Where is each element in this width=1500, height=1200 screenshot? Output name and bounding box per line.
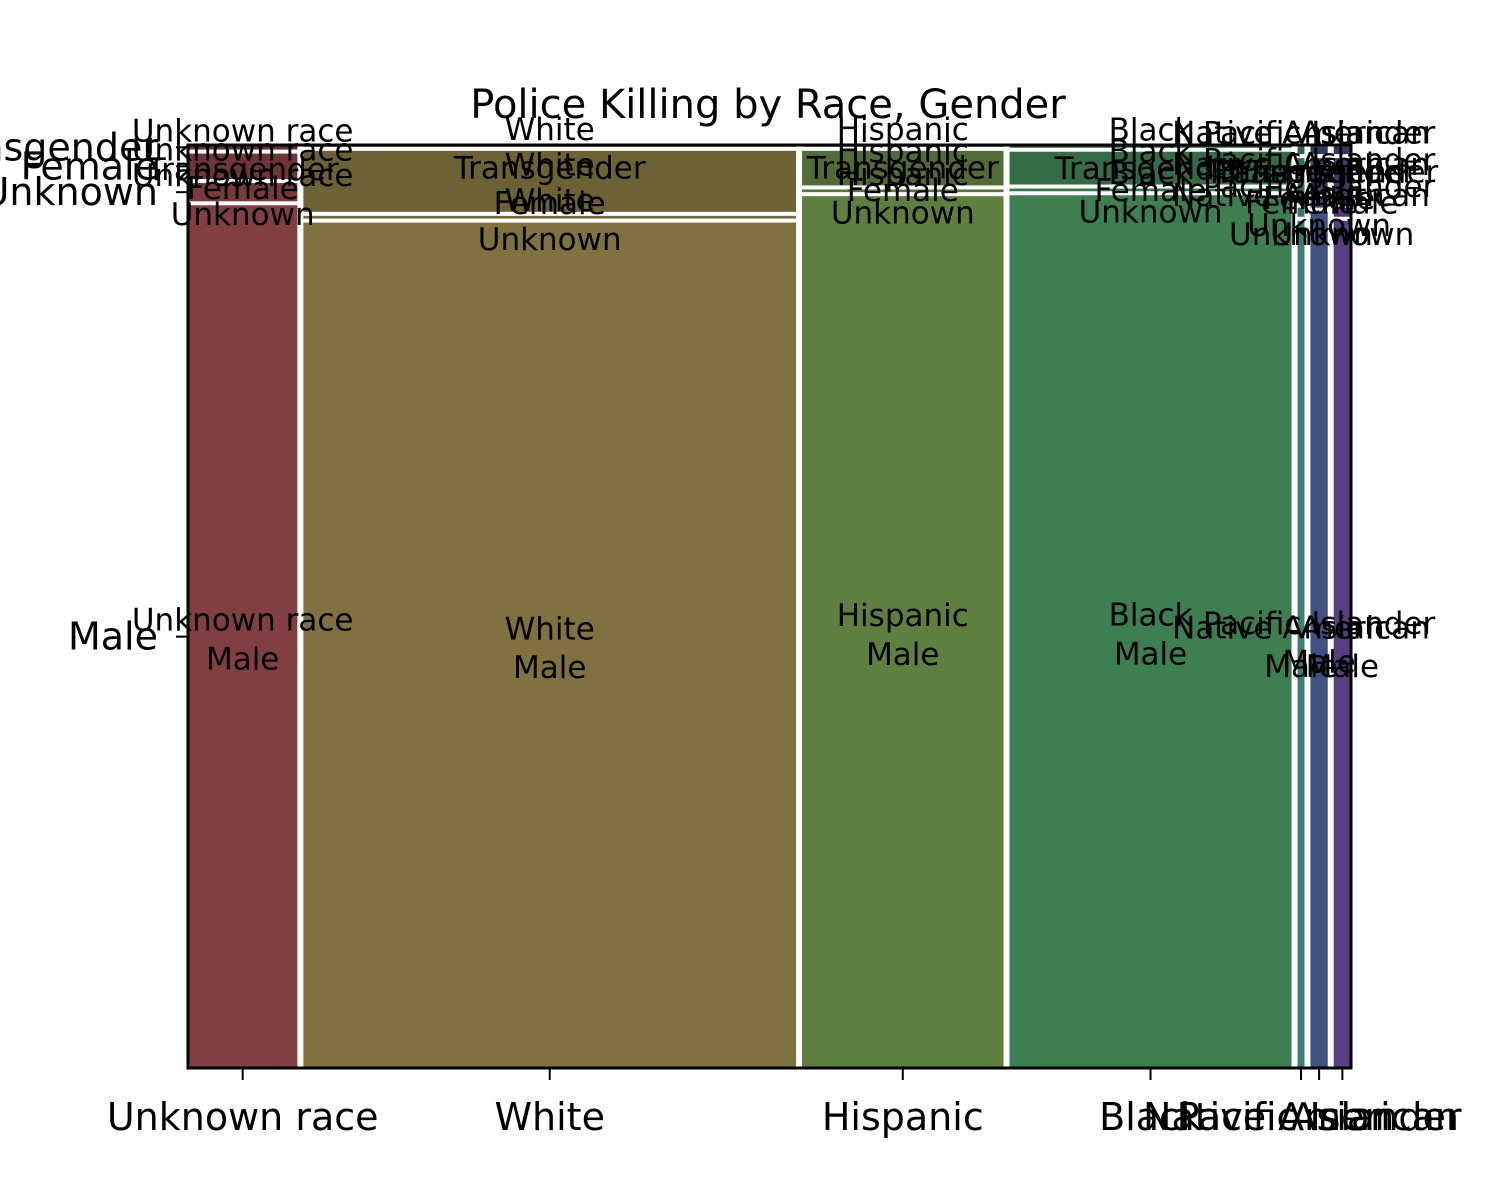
mosaic-cell-native-american-unknown	[1297, 207, 1305, 217]
cell-label-pacific-islander-unknown: Pacific Islander Unknown	[1203, 169, 1436, 244]
cell-label-native-american-male: Native American Male	[1172, 610, 1430, 685]
mosaic-cell-native-american-female	[1297, 158, 1305, 204]
y-tick-label-3: Transgender	[0, 125, 158, 169]
cell-label-unknown-race-male: Unknown race Male	[132, 603, 354, 678]
y-tick-label-1: Unknown	[0, 170, 158, 214]
mosaic-cell-asian-female	[1333, 158, 1351, 204]
cell-label-black-transgender: Black Transgender	[1054, 112, 1247, 187]
mosaic-cell-asian-transgender	[1333, 145, 1351, 155]
cell-label-white-female: White Female	[494, 147, 606, 222]
cell-label-asian-male: Asian Male	[1300, 610, 1385, 685]
plot-frame	[186, 143, 1353, 1070]
mosaic-cell-white-female	[303, 150, 797, 212]
cell-label-hispanic-female: Hispanic Female	[837, 134, 969, 209]
cell-label-black-male: Black Male	[1109, 598, 1193, 673]
mosaic-cell-white-unknown	[303, 215, 797, 219]
cell-label-black-unknown: Black Unknown	[1079, 156, 1223, 231]
mosaic-cell-asian-male	[1333, 220, 1351, 1068]
mosaic-cell-white-male	[303, 222, 797, 1069]
mosaic-cell-asian-unknown	[1333, 207, 1351, 217]
cell-label-unknown-race-transgender: Unknown race Transgender	[132, 113, 354, 188]
cell-label-white-unknown: White Unknown	[478, 183, 622, 258]
y-tick-label-0: Male	[68, 615, 158, 659]
mosaic-cell-unknown-race-female	[188, 153, 298, 180]
x-tick-label-3: Black	[1099, 1095, 1202, 1139]
mosaic-cell-labels: Unknown race Male Unknown race UnknownUnkno…	[132, 112, 1439, 686]
mosaic-cell-native-american-male	[1297, 220, 1305, 1068]
cell-label-asian-transgender: Asian Transgender	[1245, 116, 1438, 191]
cell-label-native-american-unknown: Native American Unknown	[1172, 178, 1430, 253]
mosaic-cell-pacific-islander-unknown	[1310, 198, 1328, 208]
mosaic-cell-unknown-race-male	[188, 205, 298, 1068]
cell-label-pacific-islander-male: Pacific Islander Male	[1203, 606, 1436, 681]
x-tick-label-4: Native American	[1143, 1095, 1459, 1139]
cell-label-black-female: Black Female	[1094, 134, 1206, 209]
x-tick-label-6: Asian	[1291, 1095, 1395, 1139]
mosaic-cell-unknown-race-unknown	[188, 183, 298, 202]
mosaic-cell-hispanic-unknown	[802, 189, 1004, 193]
cell-label-asian-female: Asian Female	[1286, 147, 1398, 222]
cell-label-white-transgender: White Transgender	[453, 112, 646, 187]
y-tick-label-2: Female	[21, 144, 158, 188]
x-tick-label-5: Pacific Islander	[1177, 1095, 1462, 1139]
mosaic-cell-black-female	[1009, 151, 1292, 185]
mosaic-cell-pacific-islander-transgender	[1310, 145, 1328, 155]
cell-label-hispanic-male: Hispanic Male	[837, 598, 969, 673]
y-axis: Male UnknownFemaleTransgender	[0, 125, 188, 659]
mosaic-cell-unknown-race-transgender	[188, 145, 298, 150]
cell-label-hispanic-unknown: Hispanic Unknown	[831, 157, 975, 232]
x-tick-label-1: White	[494, 1095, 605, 1139]
cell-label-pacific-islander-female: Pacific Islander Female	[1203, 142, 1436, 217]
cell-label-unknown-race-unknown: Unknown race Unknown	[132, 158, 354, 233]
cell-label-native-american-female: Native American Female	[1172, 147, 1430, 222]
chart-title: Police Killing by Race, Gender	[470, 82, 1066, 128]
mosaic-cell-hispanic-male	[802, 196, 1004, 1069]
cell-label-unknown-race-female: Unknown race Female	[132, 132, 354, 207]
x-tick-label-0: Unknown race	[107, 1095, 379, 1139]
cell-label-white-male: White Male	[505, 611, 595, 686]
cell-label-asian-unknown: Asian Unknown	[1270, 178, 1414, 253]
cell-label-hispanic-transgender: Hispanic Transgender	[806, 112, 999, 187]
mosaic-cell-black-male	[1009, 195, 1292, 1068]
mosaic-cell-hispanic-female	[802, 150, 1004, 186]
mosaic-cell-pacific-islander-male	[1310, 211, 1328, 1068]
mosaic-cells	[188, 145, 1351, 1069]
mosaic-cell-pacific-islander-female	[1310, 158, 1328, 195]
x-tick-label-2: Hispanic	[822, 1095, 984, 1139]
mosaic-cell-black-unknown	[1009, 188, 1292, 192]
mosaic-cell-native-american-transgender	[1297, 145, 1305, 155]
